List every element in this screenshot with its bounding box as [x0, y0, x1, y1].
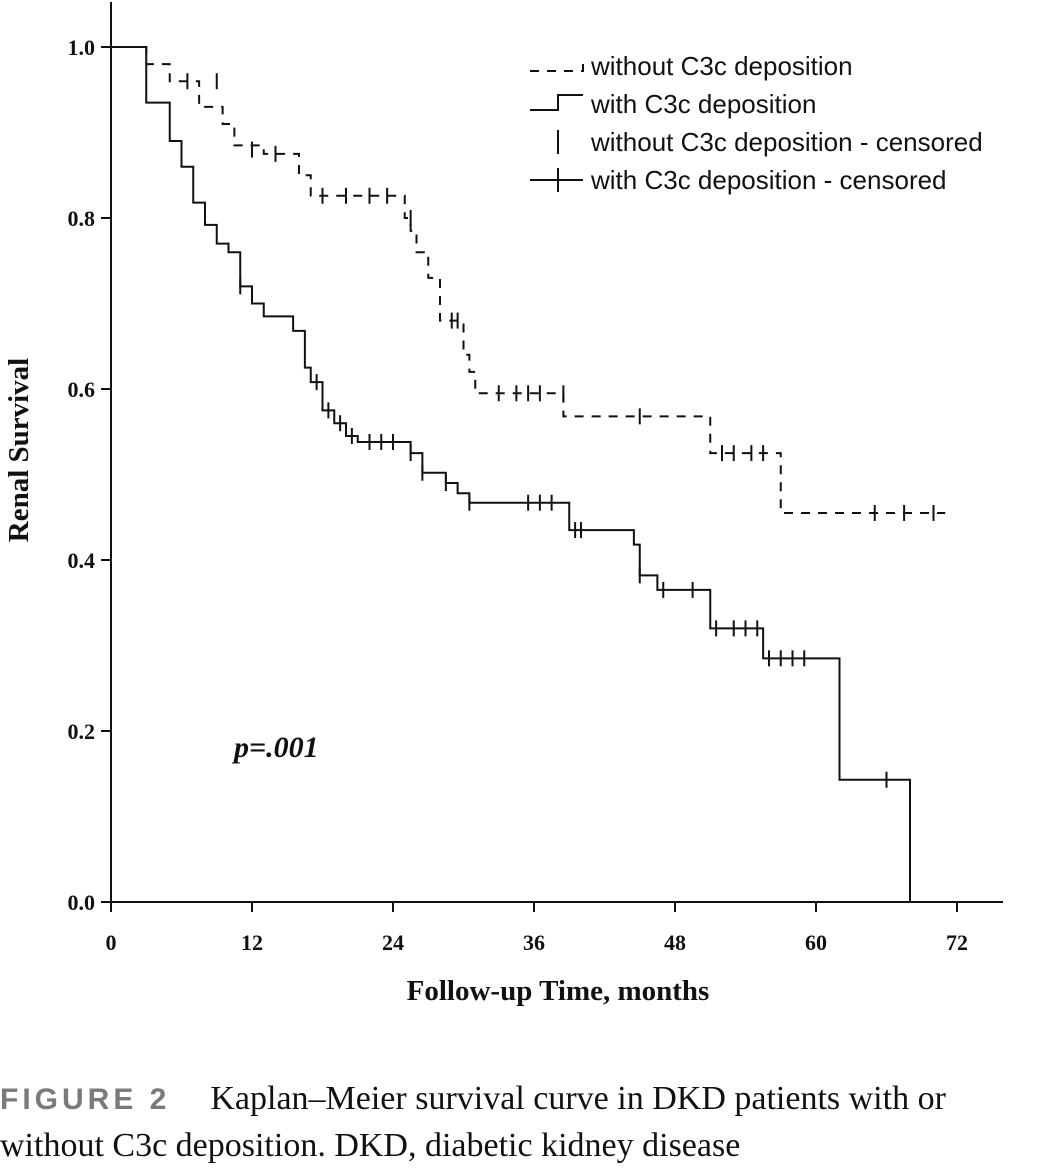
caption-text: Kaplan–Meier survival curve in DKD patie…	[0, 1080, 946, 1164]
y-tick-label: 1.0	[68, 35, 96, 60]
x-tick-label: 0	[106, 930, 117, 955]
x-axis-title: Follow-up Time, months	[407, 975, 710, 1007]
chart-legend: without C3c deposition with C3c depositio…	[530, 51, 983, 195]
p-value-annotation: p=.001	[231, 731, 319, 764]
without-c3c-survival-line	[111, 46, 946, 514]
x-tick-label: 60	[805, 930, 827, 955]
y-axis-title: Renal Survival	[3, 358, 35, 543]
legend-symbol-without-c3c	[530, 57, 584, 72]
x-tick-label: 48	[664, 930, 686, 955]
legend-label: without C3c deposition	[590, 51, 853, 81]
legend-label: with C3c deposition	[590, 89, 816, 119]
figure-label: FIGURE 2	[0, 1083, 171, 1116]
x-tick-label: 12	[241, 930, 263, 955]
x-tick-label: 72	[946, 930, 968, 955]
figure-caption: FIGURE 2 Kaplan–Meier survival curve in D…	[0, 1076, 1041, 1169]
axes: 0 12 24 36 48 60 72 0.0 0.2 0.4 0.6 0.8 1.0	[68, 2, 1003, 955]
legend-symbol-with-c3c	[530, 94, 583, 111]
y-tick-label: 0.0	[68, 890, 96, 915]
survival-curves	[111, 46, 946, 902]
y-tick-label: 0.6	[68, 377, 96, 402]
x-tick-label: 36	[523, 930, 545, 955]
legend-label: without C3c deposition - censored	[590, 127, 983, 157]
y-tick-label: 0.2	[68, 719, 96, 744]
kaplan-meier-chart: 0 12 24 36 48 60 72 0.0 0.2 0.4 0.6 0.8 1.0 without …	[3, 2, 1003, 1007]
y-tick-label: 0.4	[68, 548, 96, 573]
legend-label: with C3c deposition - censored	[590, 165, 947, 195]
y-tick-label: 0.8	[68, 206, 96, 231]
x-tick-label: 24	[382, 930, 404, 955]
